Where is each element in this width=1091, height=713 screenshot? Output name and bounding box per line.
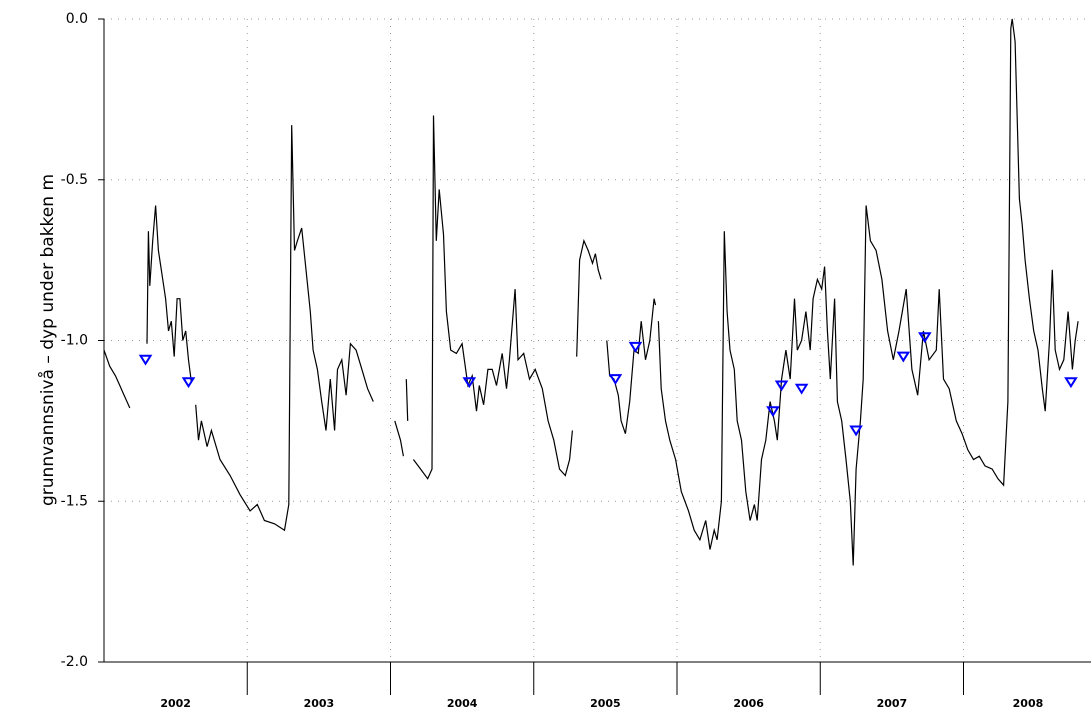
observation-marker xyxy=(1064,377,1078,389)
observation-marker xyxy=(608,374,623,385)
y-tick-label: -1.0 xyxy=(61,333,88,349)
y-tick-label: -2.0 xyxy=(61,654,88,670)
observation-marker xyxy=(849,425,863,437)
observation-marker xyxy=(918,332,932,344)
x-tick-label: 2004 xyxy=(447,697,478,710)
observation-marker xyxy=(181,377,196,389)
observation-marker xyxy=(774,380,789,392)
y-tick-label: -1.5 xyxy=(61,493,88,509)
x-tick-label: 2006 xyxy=(733,697,764,710)
observation-marker xyxy=(462,377,477,389)
observation-marker xyxy=(138,354,153,366)
data-line xyxy=(103,18,1079,566)
observation-marker xyxy=(794,383,809,395)
observation-marker xyxy=(766,406,780,418)
y-tick-label: 0.0 xyxy=(66,11,88,27)
x-tick-label: 2007 xyxy=(877,697,908,710)
x-tick-label: 2008 xyxy=(1013,697,1044,710)
observation-marker xyxy=(628,341,643,353)
observation-marker xyxy=(896,351,911,363)
x-tick-label: 2002 xyxy=(160,697,191,710)
y-axis-label: grunnvannsnivå – dyp under bakken m xyxy=(37,174,58,506)
y-tick-label: -0.5 xyxy=(61,172,88,188)
x-tick-label: 2003 xyxy=(304,697,335,710)
x-tick-label: 2005 xyxy=(590,697,621,710)
